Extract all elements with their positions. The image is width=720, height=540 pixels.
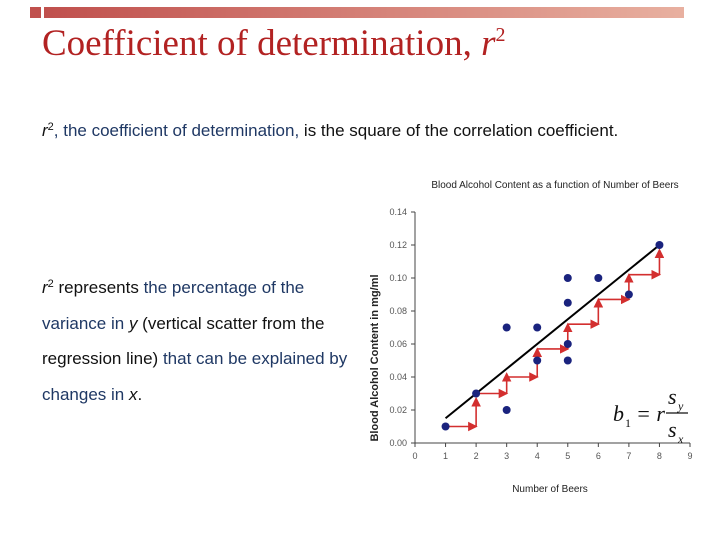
regression-line [444, 244, 661, 420]
x-tick-label: 9 [687, 451, 692, 461]
formula-denominator-sub: x [677, 432, 684, 446]
definition-paragraph: r2, the coefficient of determination, is… [42, 112, 682, 146]
x-tick-label: 6 [596, 451, 601, 461]
y-tick-label: 0.02 [389, 405, 407, 415]
para2-y: y [128, 313, 138, 333]
x-tick-label: 5 [565, 451, 570, 461]
title-variable: r [481, 23, 496, 64]
para1-variable: r [42, 121, 48, 140]
slope-formula: b 1 = r s y s x [613, 384, 688, 446]
chart-title: Blood Alcohol Content as a function of N… [431, 180, 678, 191]
data-point [655, 241, 664, 249]
y-ticks: 0.00 0.02 0.04 0.06 0.08 0.10 0.12 0.14 [389, 207, 415, 448]
y-tick-label: 0.08 [389, 306, 407, 316]
para2-variable: r [42, 278, 48, 297]
data-point [563, 298, 572, 307]
x-axis-label: Number of Beers [512, 484, 588, 495]
data-point [502, 406, 511, 414]
formula-numerator-sub: y [677, 399, 684, 413]
x-tick-label: 8 [657, 451, 662, 461]
para1-superscript: 2 [47, 121, 54, 133]
title-bar-gradient [44, 7, 684, 18]
data-point [624, 290, 633, 299]
para1-rest: is the square of the correlation coeffic… [299, 121, 619, 140]
scatter-chart: Blood Alcohol Content as a function of N… [369, 180, 693, 495]
formula-denominator: s [668, 417, 677, 442]
explanation-paragraph: r2 represents the percentage of the vari… [42, 267, 352, 412]
formula-lhs-sub: 1 [625, 416, 631, 430]
y-tick-label: 0.14 [389, 207, 407, 217]
para2-x: x [128, 384, 138, 404]
para2-text-2: (vertical scatter from the regression li… [42, 313, 325, 369]
formula-numerator: s [668, 384, 677, 409]
para2-highlight-1: the percentage of the variance in [42, 278, 305, 333]
data-points [441, 241, 664, 431]
y-tick-label: 0.12 [389, 240, 407, 250]
data-point [441, 422, 450, 431]
x-tick-label: 3 [504, 451, 509, 461]
y-tick-label: 0.00 [389, 438, 407, 448]
x-ticks: 0 1 2 3 4 5 6 7 8 9 [412, 443, 693, 461]
data-point [563, 274, 572, 282]
title-superscript: 2 [495, 24, 506, 46]
y-tick-label: 0.10 [389, 273, 407, 283]
y-tick-label: 0.04 [389, 372, 407, 382]
x-tick-label: 7 [626, 451, 631, 461]
slide-title: Coefficient of determination, r2 [42, 22, 505, 65]
para2-highlight-2: that can be explained by changes in [42, 349, 348, 404]
x-tick-label: 4 [535, 451, 540, 461]
para2-text-3: . [137, 384, 143, 404]
para2-superscript: 2 [47, 278, 54, 290]
x-tick-label: 1 [443, 451, 448, 461]
para2-text-1: represents [53, 278, 144, 297]
y-axis-label: Blood Alcohol Content in mg/ml [369, 274, 381, 441]
step-arrows [445, 248, 665, 432]
title-text: Coefficient of determination, [42, 23, 482, 64]
title-bar-square [30, 7, 41, 18]
x-tick-label: 0 [412, 451, 417, 461]
data-point [594, 274, 603, 282]
data-point [563, 340, 572, 348]
formula-lhs: b [613, 401, 624, 426]
data-point [533, 356, 542, 365]
y-tick-label: 0.06 [389, 339, 407, 349]
data-point [472, 389, 481, 398]
data-point [533, 323, 542, 332]
formula-eq: = r [636, 401, 665, 426]
para1-highlight: , the coefficient of determination, [53, 121, 300, 140]
x-tick-label: 2 [474, 451, 479, 461]
data-point [502, 323, 511, 332]
data-point [563, 356, 572, 365]
